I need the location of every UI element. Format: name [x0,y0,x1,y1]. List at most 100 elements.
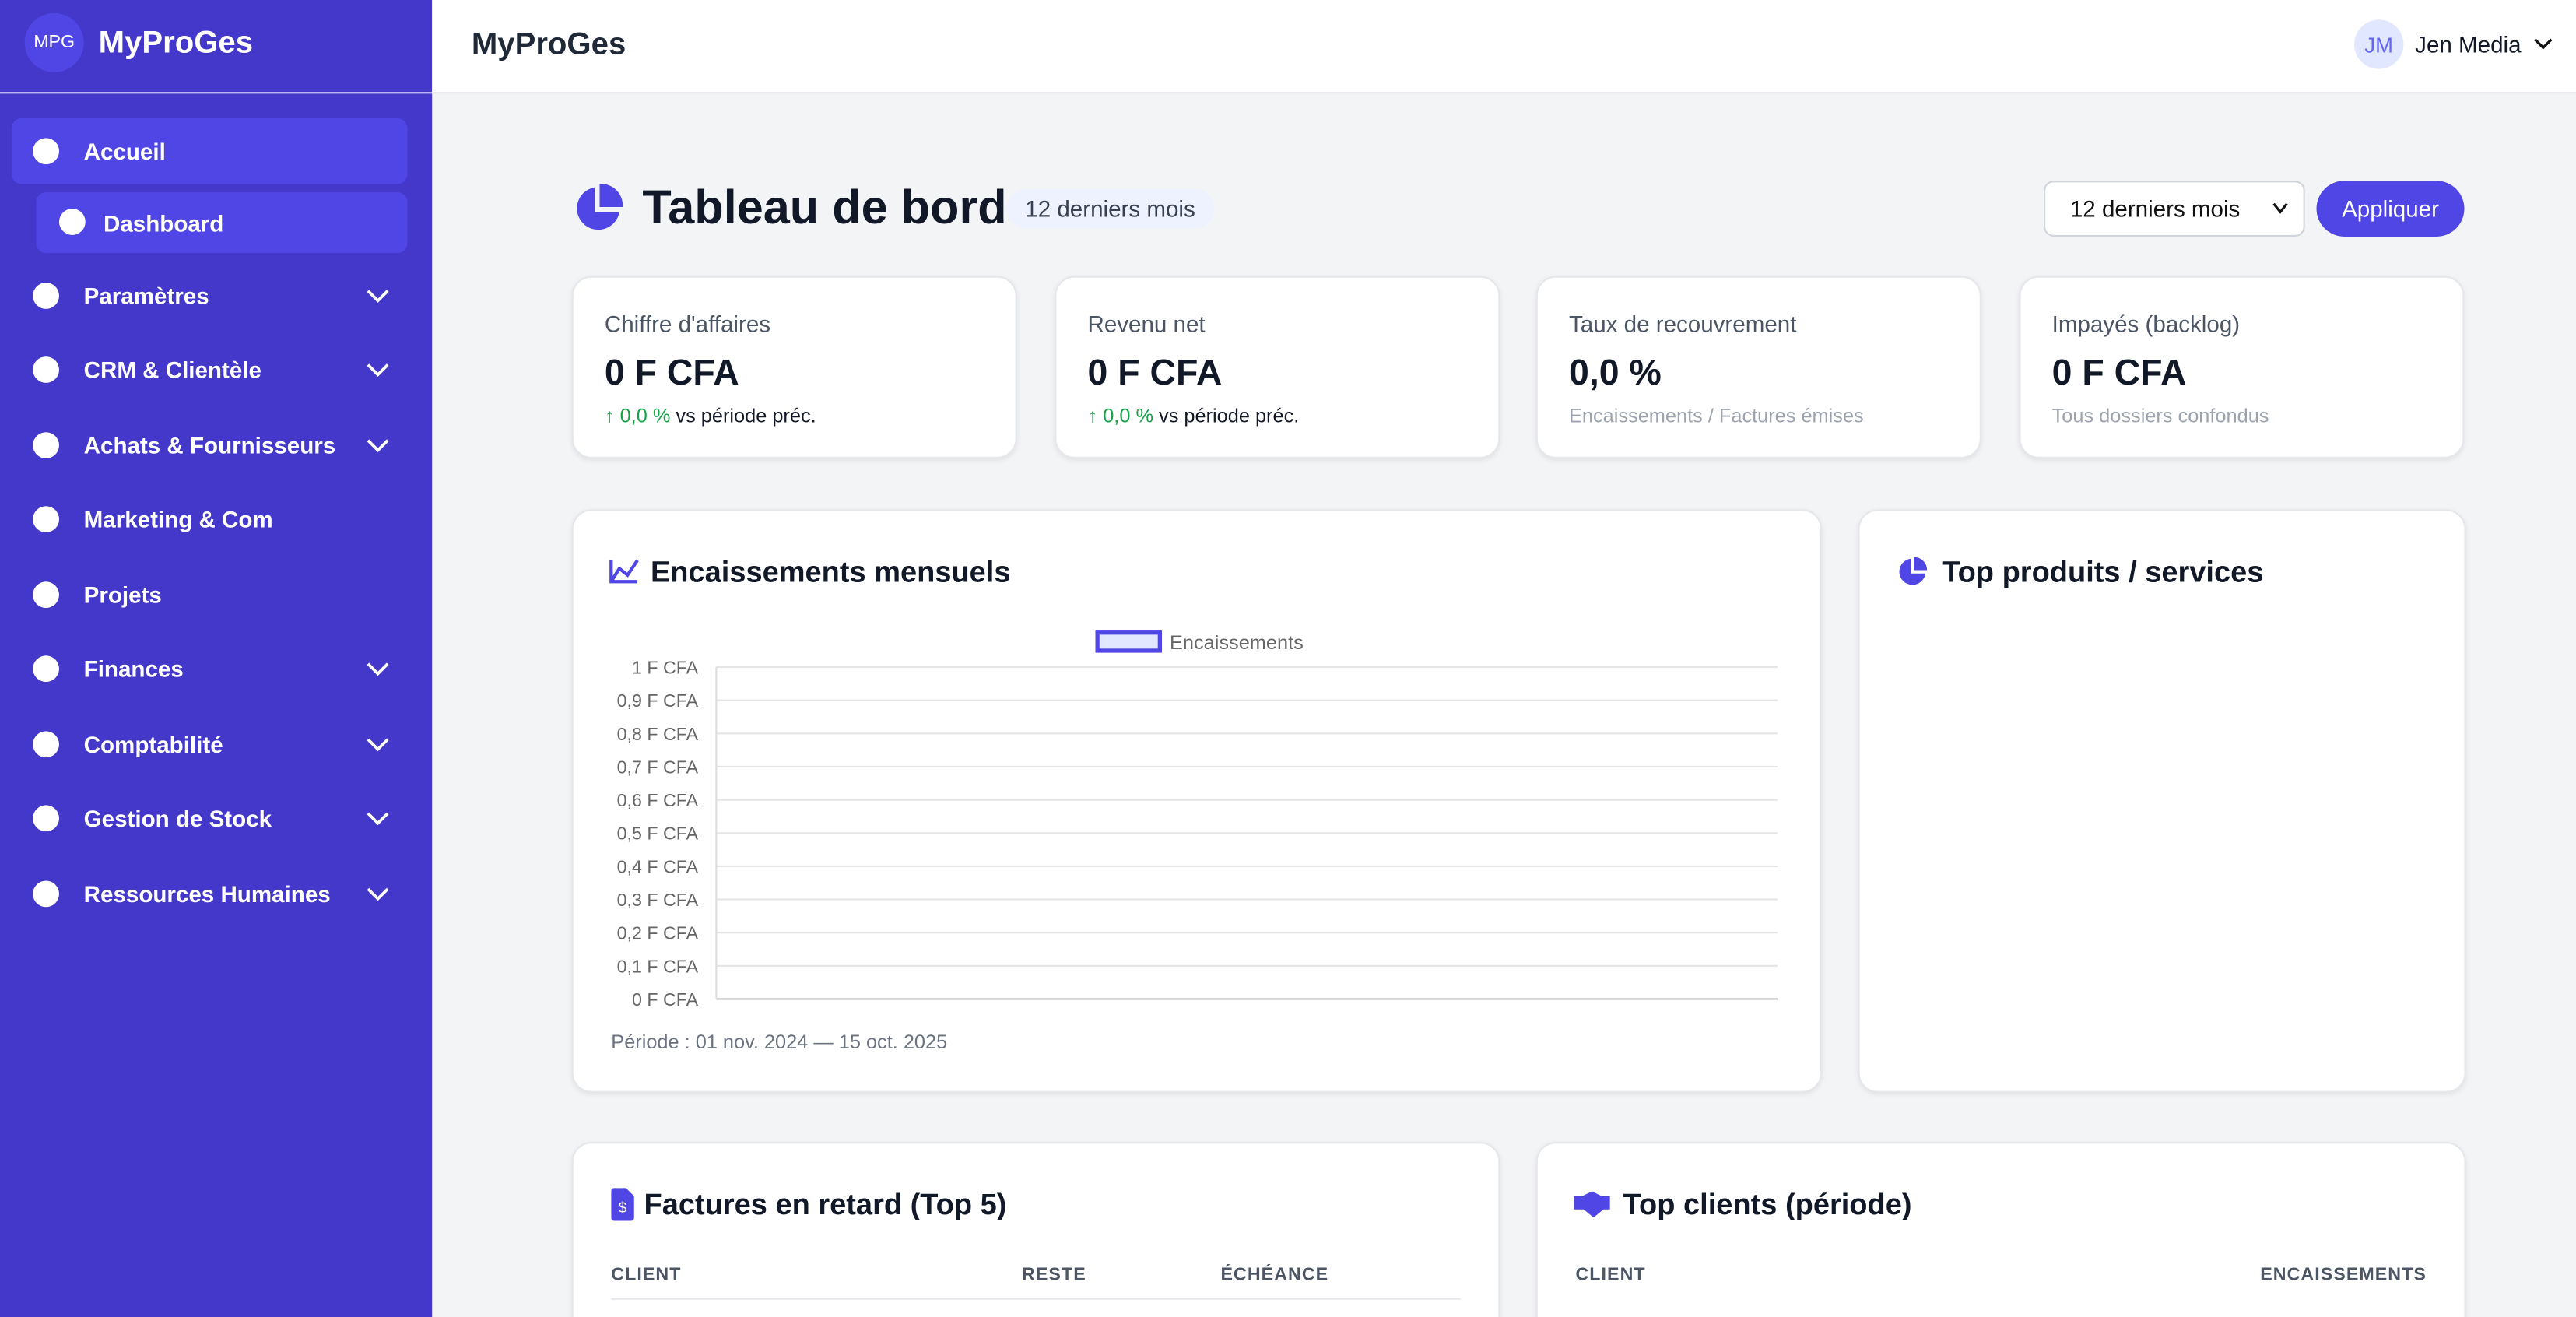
delta-arrow: ↑ [604,404,620,427]
menu-item[interactable]: Finances [12,636,408,701]
y-tick-label: 0,3 F CFA [617,890,699,910]
menu-label: Marketing & Com [83,506,273,532]
menu-item[interactable]: Comptabilité [12,711,408,777]
menu-item[interactable]: Dashboard [36,191,408,254]
kpi-label: Impayés (backlog) [2051,310,2241,337]
kpi-label: Revenu net [1087,310,1206,337]
svg-text:$: $ [619,1200,627,1217]
menu-item[interactable]: Gestion de Stock [12,785,408,851]
avatar[interactable]: JM [2354,19,2404,69]
kpi-note-text: vs période préc. [1159,404,1300,427]
kpi-value: 0 F CFA [1087,351,1223,393]
menu-icon [33,283,59,309]
kpi-delta: 0,0 % [619,404,671,427]
column-header: CLIENT [611,1265,682,1285]
menu-icon [33,880,59,908]
menu-icon [33,356,59,383]
select-text: 12 derniers mois [2069,195,2241,222]
kpi-note: ↑ 0,0 % vs période préc. [1087,404,1299,427]
kpi-value: 0 F CFA [2051,351,2187,393]
divider [611,1298,1461,1300]
column-header: ÉCHÉANCE [1220,1265,1329,1285]
column-header: ENCAISSEMENTS [2260,1265,2427,1285]
y-tick-label: 0,7 F CFA [617,757,699,777]
y-tick-label: 0,9 F CFA [617,690,699,711]
menu-item[interactable]: Ressources Humaines [12,861,408,926]
y-tick-label: 0,5 F CFA [617,824,699,844]
user-name[interactable]: Jen Media [2415,31,2522,58]
menu-label: Ressources Humaines [83,880,331,908]
kpi-value: 0,0 % [1569,351,1662,393]
chevron [2534,38,2553,50]
chart-card: 0 F CFA 0,1 F CFA 0,2 F CFA 0,3 F CFA 0,4 F … [571,509,1823,1093]
menu-icon [33,506,59,532]
menu-label: Accueil [83,138,166,165]
kpi-label: Chiffre d'affaires [604,310,771,337]
pie-icon [1899,557,1928,585]
menu-item[interactable]: Marketing & Com [12,486,408,552]
divider [0,92,433,94]
menu-item[interactable]: Paramètres [12,263,408,328]
menu-item[interactable]: Projets [12,562,408,627]
menu-icon [33,432,59,458]
logo: MPG [24,12,84,72]
topbar-title: MyProGes [471,27,626,63]
late-invoices-card: $ Factures en retard (Top 5) CLIENT REST… [571,1142,1500,1317]
kpi-card: Revenu net 0 F CFA ↑ 0,0 % vs période préc… [1055,276,1500,458]
column-header: RESTE [1022,1265,1086,1285]
menu-label: Dashboard [103,209,224,236]
chevron [367,662,389,676]
kpi-card: Impayés (backlog) 0 F CFA Tous dossiers co… [2019,276,2465,458]
y-tick-label: 0,1 F CFA [617,956,699,976]
menu-icon [58,209,86,235]
menu-label: Achats & Fournisseurs [83,432,336,458]
kpi-note: Encaissements / Factures émises [1569,404,1864,427]
menu-icon [33,805,59,832]
y-tick-label: 0,6 F CFA [617,790,699,810]
column-header: CLIENT [1575,1265,1646,1285]
topbar: MyProGes JM Jen Media [432,0,2576,94]
top-clients-card: Top clients (période) CLIENT ENCAISSEMEN… [1535,1142,2466,1317]
invoice-icon: $ [611,1188,634,1221]
menu-icon [33,581,59,609]
kpi-label: Taux de recouvrement [1569,310,1797,337]
kpi-note: ↑ 0,0 % vs période préc. [605,404,816,427]
page-title: Tableau de bord [642,182,1007,235]
menu-label: Finances [83,655,184,683]
menu-label: CRM & Clientèle [83,356,261,383]
chevron [367,439,389,453]
y-tick-label: 0,8 F CFA [617,724,699,744]
sidebar: MPG MyProGes Accueil Dashboard Paramètres C… [0,0,433,1317]
chart: 0 F CFA 0,1 F CFA 0,2 F CFA 0,3 F CFA 0,4 F … [609,559,1778,1010]
menu-label: Paramètres [83,283,209,309]
card-title: Factures en retard (Top 5) [644,1188,1007,1221]
period-select[interactable]: 12 derniers mois [2044,181,2305,237]
period-badge: 12 derniers mois [1007,188,1213,229]
legend-label: Encaissements [1170,632,1304,654]
menu-icon [33,731,59,758]
kpi-card: Chiffre d'affaires 0 F CFA ↑ 0,0 % vs péri… [571,276,1017,458]
apply-button[interactable]: Appliquer [2316,181,2465,237]
y-tick-label: 0 F CFA [632,989,699,1010]
y-tick-label: 1 F CFA [632,658,699,678]
card-title: Top produits / services [1942,555,2264,588]
legend-swatch [1095,630,1163,653]
chevron [367,887,389,901]
kpi-value: 0 F CFA [604,351,739,393]
menu-icon [33,138,59,165]
y-tick-label: 0,2 F CFA [617,923,699,943]
pie-icon [577,184,623,230]
menu-item[interactable]: Accueil [11,118,408,184]
handshake-icon [1574,1191,1610,1218]
menu-label: Comptabilité [83,731,223,758]
chevron [367,812,389,826]
kpi-note: Tous dossiers confondus [2052,404,2269,427]
kpi-note-text: Tous dossiers confondus [2051,404,2269,427]
chart-title: Encaissements mensuels [650,555,1011,588]
menu-item[interactable]: Achats & Fournisseurs [12,413,408,478]
brand: MyProGes [98,26,254,61]
y-tick-label: 0,4 F CFA [617,856,699,876]
menu-item[interactable]: CRM & Clientèle [12,337,408,402]
